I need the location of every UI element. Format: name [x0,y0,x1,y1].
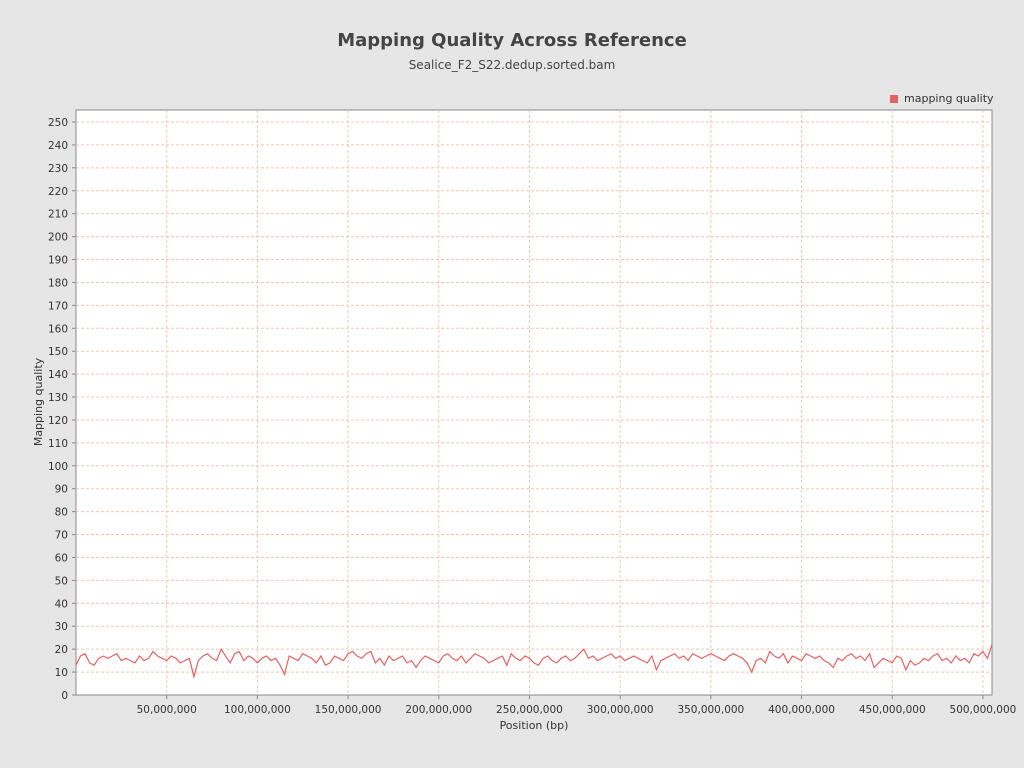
y-tick-label: 0 [61,690,68,702]
y-tick-label: 220 [48,186,68,198]
y-tick-label: 60 [55,552,68,564]
y-tick-label: 20 [55,644,68,656]
y-tick-label: 100 [48,461,68,473]
x-tick-label: 300,000,000 [587,704,654,716]
y-tick-label: 40 [55,598,68,610]
legend: mapping quality [890,92,994,105]
y-axis-ticks: 0 10 20 30 40 50 60 70 80 90 100 110 120 130 140 150 160… [48,117,76,702]
y-tick-label: 80 [55,507,68,519]
x-tick-label: 250,000,000 [496,704,563,716]
x-tick-label: 100,000,000 [224,704,291,716]
chart-title: Mapping Quality Across Reference [337,30,687,51]
x-tick-label: 150,000,000 [315,704,382,716]
y-tick-label: 50 [55,575,68,587]
legend-swatch [890,94,898,103]
x-axis-label: Position (bp) [500,719,569,732]
y-tick-label: 90 [55,484,68,496]
y-tick-label: 190 [48,255,68,267]
x-tick-label: 50,000,000 [137,704,197,716]
x-tick-label: 450,000,000 [859,704,926,716]
y-axis-label: Mapping quality [32,357,45,446]
plot-background [75,109,993,696]
y-tick-label: 130 [48,392,68,404]
y-tick-label: 10 [55,667,68,679]
x-tick-label: 350,000,000 [677,704,744,716]
grid-lines [76,110,992,695]
y-tick-label: 120 [48,415,68,427]
x-tick-label: 400,000,000 [768,704,835,716]
legend-label: mapping quality [904,92,994,105]
y-tick-label: 70 [55,530,68,542]
x-axis-ticks: 50,000,000 100,000,000 150,000,000 200,000,… [137,695,1017,716]
x-tick-label: 200,000,000 [405,704,472,716]
y-tick-label: 180 [48,277,68,289]
y-tick-label: 210 [48,209,68,221]
y-tick-label: 170 [48,300,68,312]
y-tick-label: 230 [48,163,68,175]
mapping-quality-line [75,644,993,680]
y-tick-label: 160 [48,323,68,335]
y-tick-label: 150 [48,346,68,358]
y-tick-label: 30 [55,621,68,633]
chart-subtitle: Sealice_F2_S22.dedup.sorted.bam [408,58,616,72]
y-tick-label: 250 [48,117,68,129]
y-tick-label: 110 [48,438,68,450]
y-tick-label: 140 [48,369,68,381]
x-tick-label: 500,000,000 [950,704,1017,716]
y-tick-label: 240 [48,140,68,152]
y-tick-label: 200 [48,232,68,244]
